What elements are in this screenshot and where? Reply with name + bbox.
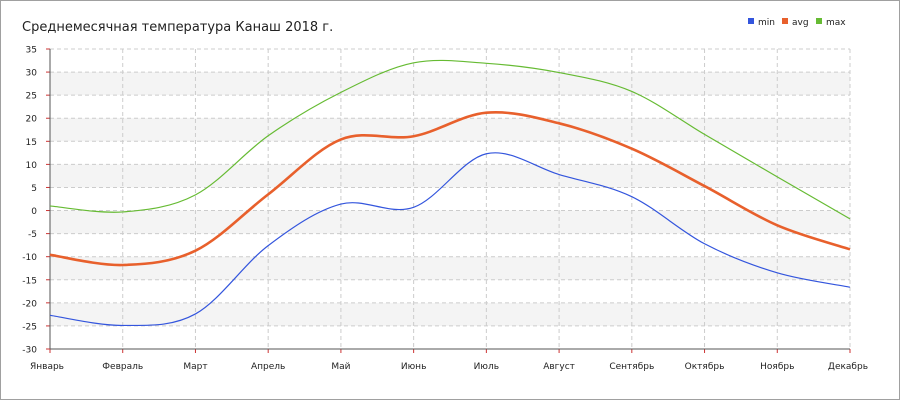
legend-swatch-max (816, 18, 822, 24)
legend: min avg max (748, 18, 846, 28)
x-tick-label: Ноябрь (760, 362, 794, 372)
grid-band (50, 302, 850, 326)
x-tick-label: Октябрь (685, 362, 725, 372)
legend-label-max: max (826, 18, 846, 28)
series-line-avg (49, 110, 851, 267)
x-tick-label: Июль (474, 362, 499, 372)
x-tick-label: Апрель (251, 362, 285, 372)
y-tick-label: 35 (26, 46, 37, 56)
x-tick-label: Август (543, 362, 575, 372)
x-tick-label: Декабрь (828, 362, 868, 372)
y-tick-label: -20 (22, 299, 37, 309)
chart-title: Среднемесячная температура Канаш 2018 г. (22, 20, 333, 35)
grid-band (50, 210, 850, 234)
y-tick-label: 0 (31, 207, 37, 217)
legend-label-avg: avg (792, 18, 809, 28)
legend-swatch-avg (782, 18, 788, 24)
grid-band (50, 118, 850, 142)
series-line-max (49, 59, 851, 220)
y-tick-label: 20 (26, 115, 38, 125)
x-tick-label: Май (331, 362, 350, 372)
y-tick-label: -5 (28, 230, 37, 240)
y-tick-label: 25 (26, 92, 37, 102)
series-lines (49, 59, 851, 327)
y-tick-label: -10 (22, 253, 37, 263)
y-tick-label: 5 (31, 184, 37, 194)
y-tick-label: 10 (26, 161, 38, 171)
y-tick-label: -30 (22, 346, 37, 356)
x-tick-label: Январь (30, 362, 64, 372)
x-tick-label: Март (183, 362, 207, 372)
grid-band (50, 72, 850, 96)
grid-bands (50, 72, 850, 326)
y-tick-label: -15 (22, 276, 37, 286)
x-axis-ticks: Январь Февраль Март Апрель Май Июнь Июль Август… (30, 362, 868, 372)
y-axis-ticks: 35 30 25 20 15 10 5 0 -5 -10 -15 -20 -25 -30 (22, 46, 37, 356)
x-tick-label: Сентябрь (609, 362, 654, 372)
series-line-min (49, 152, 851, 327)
y-tick-label: 15 (26, 138, 37, 148)
grid-band (50, 164, 850, 188)
x-tick-label: Февраль (102, 362, 143, 372)
x-tick-label: Июнь (401, 362, 427, 372)
legend-swatch-min (748, 18, 754, 24)
legend-label-min: min (758, 18, 775, 28)
axes (46, 48, 851, 353)
y-tick-label: 30 (26, 69, 38, 79)
y-tick-label: -25 (22, 322, 37, 332)
